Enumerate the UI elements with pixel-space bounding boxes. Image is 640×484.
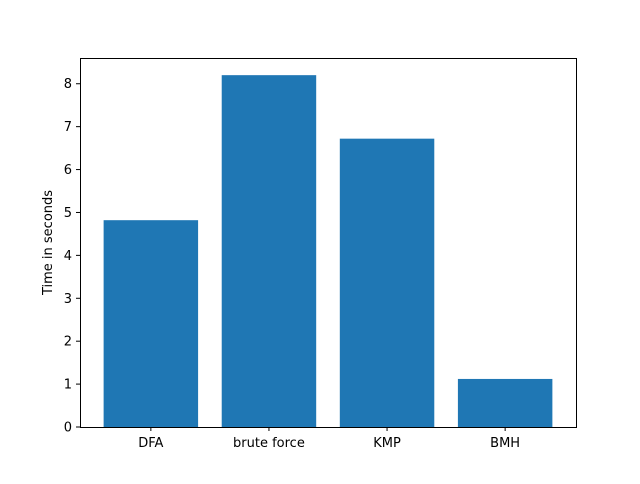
- y-tick-label: 1: [64, 378, 72, 393]
- y-tick-label: 8: [64, 77, 72, 92]
- y-tick-label: 6: [64, 163, 72, 178]
- x-tick-label: KMP: [373, 436, 401, 451]
- y-tick-label: 4: [64, 249, 72, 264]
- y-tick-label: 0: [64, 421, 72, 436]
- bar-bmh: [457, 378, 553, 427]
- bars-layer: [103, 75, 553, 428]
- y-tick-label: 5: [64, 206, 72, 221]
- x-tick-label: DFA: [138, 436, 163, 451]
- y-axis-ticks: 0 1 2 3 4 5 6 7 8: [64, 77, 80, 436]
- x-tick-label: brute force: [233, 436, 305, 451]
- plot-area-frame: [80, 58, 577, 428]
- y-tick-label: 7: [64, 120, 72, 135]
- y-tick-label: 2: [64, 335, 72, 350]
- x-axis-ticks: DFA brute force KMP BMH: [138, 427, 520, 451]
- bar-dfa: [103, 220, 199, 427]
- y-tick-label: 3: [64, 292, 72, 307]
- bar-kmp: [339, 138, 435, 428]
- y-axis-label: Time in seconds: [41, 190, 56, 296]
- x-tick-label: BMH: [490, 436, 520, 451]
- bar-brute-force: [221, 75, 317, 428]
